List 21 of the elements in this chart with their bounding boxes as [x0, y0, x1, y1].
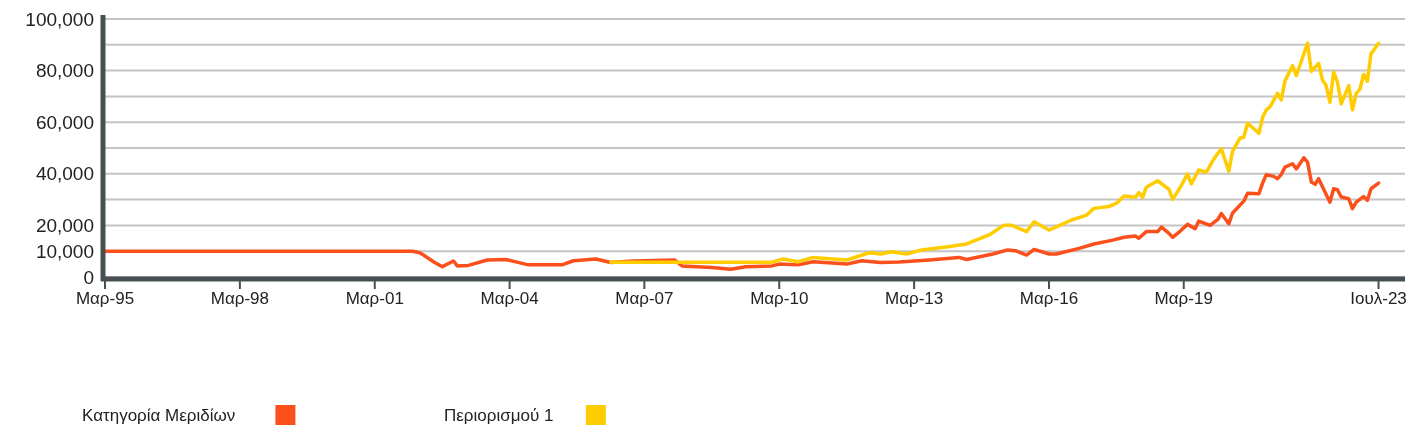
y-tick-label: 60,000	[35, 111, 94, 133]
x-tick-label: Μαρ-10	[750, 289, 809, 308]
y-tick-label: 100,000	[25, 8, 94, 30]
x-tick-label: Μαρ-07	[615, 289, 674, 308]
line-series	[609, 41, 1381, 265]
legend-label: Περιορισμού 1	[444, 405, 554, 425]
x-tick-label: Μαρ-16	[1019, 289, 1079, 308]
y-tick-label: 40,000	[35, 163, 94, 185]
x-tick-label: Μαρ-13	[885, 289, 944, 308]
line-series	[103, 156, 1381, 272]
x-tick-label: Ιουλ-23	[1350, 289, 1407, 308]
y-tick-label: 0	[83, 266, 94, 288]
x-tick-label: Μαρ-19	[1154, 289, 1213, 308]
x-tick-label: Μαρ-98	[210, 289, 269, 308]
legend-label: Κατηγορία Μεριδίων	[82, 405, 236, 425]
y-tick-label: 10,000	[35, 240, 94, 262]
x-tick-label: Μαρ-04	[480, 289, 539, 308]
y-tick-label: 20,000	[35, 215, 94, 237]
x-tick-label: Μαρ-01	[345, 289, 404, 308]
x-tick-label: Μαρ-95	[75, 289, 135, 308]
y-tick-label: 80,000	[35, 60, 94, 82]
